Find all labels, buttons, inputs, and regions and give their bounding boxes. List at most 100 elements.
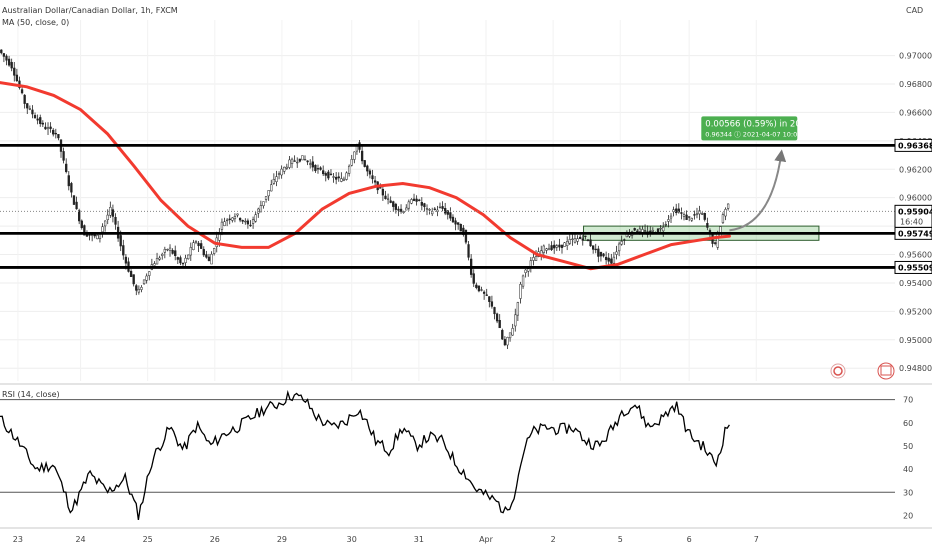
level-tag-label: 0.95749 — [898, 229, 932, 238]
candle-body — [581, 238, 584, 241]
candle-body — [168, 247, 172, 251]
candle-body — [280, 168, 283, 176]
candle-body — [148, 271, 151, 276]
candle-body — [477, 285, 481, 292]
candle-body — [36, 118, 39, 121]
candle-body — [703, 213, 706, 220]
candle-body — [493, 307, 496, 315]
candle-body — [633, 228, 636, 231]
candle-body — [31, 109, 34, 115]
candle-body — [558, 244, 561, 248]
candle-body — [231, 217, 234, 221]
candle-body — [576, 238, 579, 242]
candle-body — [589, 239, 592, 247]
candle-body — [399, 208, 403, 212]
candle-body — [249, 224, 252, 227]
level-tag-label: 0.96368 — [898, 141, 932, 150]
candle-body — [109, 207, 112, 216]
candle-body — [319, 167, 322, 170]
candle-body — [13, 67, 16, 76]
candle-body — [75, 201, 78, 210]
candle-body — [446, 210, 449, 215]
candle-body — [397, 208, 400, 211]
candle-body — [672, 209, 675, 213]
measure-line-2: 0.96344 ⓘ 2021-04-07 10:00 — [705, 130, 801, 138]
time-axis[interactable]: 23 24 25 26 29 30 31 Apr 2 5 6 7 — [13, 535, 759, 544]
candle-body — [101, 226, 104, 233]
candle-body — [114, 217, 117, 225]
candle-body — [335, 176, 338, 180]
candle-body — [194, 241, 198, 243]
level-tag — [894, 138, 932, 152]
candle-body — [599, 251, 603, 257]
candle-body — [553, 244, 556, 249]
candle-body — [158, 257, 161, 260]
rsi-axis[interactable]: 70 60 50 40 30 20 — [903, 396, 913, 521]
candle-body — [340, 178, 343, 182]
candle-body — [49, 126, 52, 129]
candle-body — [213, 248, 216, 254]
horizontal-levels[interactable] — [0, 143, 895, 269]
candle-body — [547, 247, 551, 251]
candle-body — [254, 214, 257, 222]
candle-body — [436, 209, 439, 212]
candle-body — [132, 274, 135, 285]
rsi-panel[interactable]: RSI (14, close) 70 60 50 40 30 20 — [0, 389, 913, 521]
candle-body — [202, 249, 205, 256]
candle-body — [10, 61, 13, 69]
candle-body — [296, 161, 299, 164]
candle-body — [371, 175, 374, 180]
candle-body — [584, 235, 587, 237]
candle-body — [337, 176, 340, 179]
candle-body — [685, 214, 688, 220]
candle-body — [444, 208, 447, 214]
alert-icon[interactable] — [830, 363, 846, 379]
price-tick-label: 0.95400 — [899, 279, 932, 288]
projection-arrow[interactable] — [729, 149, 787, 232]
candle-body — [651, 229, 654, 232]
candle-body — [288, 159, 291, 168]
candle-body — [405, 207, 408, 211]
candle-body — [306, 160, 309, 163]
candle-body — [277, 173, 281, 175]
candle-body — [516, 302, 520, 316]
rsi-tick-label: 30 — [903, 488, 913, 497]
candle-body — [33, 115, 37, 119]
candle-body — [638, 228, 642, 232]
candle-body — [309, 163, 312, 165]
candle-body — [415, 198, 418, 202]
candle-body — [119, 235, 122, 247]
candle-body — [39, 117, 42, 124]
candle-body — [579, 236, 582, 239]
measure-box[interactable]: 0.00566 (0.59%) in 20h 0.96344 ⓘ 2021-04… — [701, 116, 806, 141]
candle-body — [373, 180, 377, 183]
candle-body — [724, 209, 727, 217]
candle-body — [524, 269, 527, 273]
candle-body — [353, 151, 356, 160]
time-tick-label: 5 — [618, 535, 623, 544]
rsi-tick-label: 70 — [903, 396, 913, 405]
price-tick-label: 0.96000 — [899, 194, 932, 203]
ma-indicator-label: MA (50, close, 0) — [2, 18, 69, 27]
candle-body — [93, 234, 96, 237]
candle-body — [228, 218, 231, 221]
candle-body — [677, 208, 680, 213]
candle-body — [106, 214, 109, 221]
price-panel[interactable]: 0.00566 (0.59%) in 20h 0.96344 ⓘ 2021-04… — [0, 6, 932, 381]
candle-body — [163, 248, 166, 253]
candle-body — [26, 103, 29, 109]
candle-body — [46, 127, 50, 130]
candle-body — [272, 179, 276, 184]
calendar-event-icon[interactable] — [877, 362, 895, 380]
candle-body — [423, 203, 426, 208]
rsi-tick-label: 20 — [903, 511, 913, 520]
candle-body — [192, 242, 195, 250]
candle-body — [514, 314, 517, 327]
candle-body — [103, 220, 107, 227]
candle-body — [472, 273, 475, 284]
candle-body — [384, 195, 387, 199]
price-tick-label: 0.96200 — [899, 165, 932, 174]
candle-body — [659, 228, 662, 230]
